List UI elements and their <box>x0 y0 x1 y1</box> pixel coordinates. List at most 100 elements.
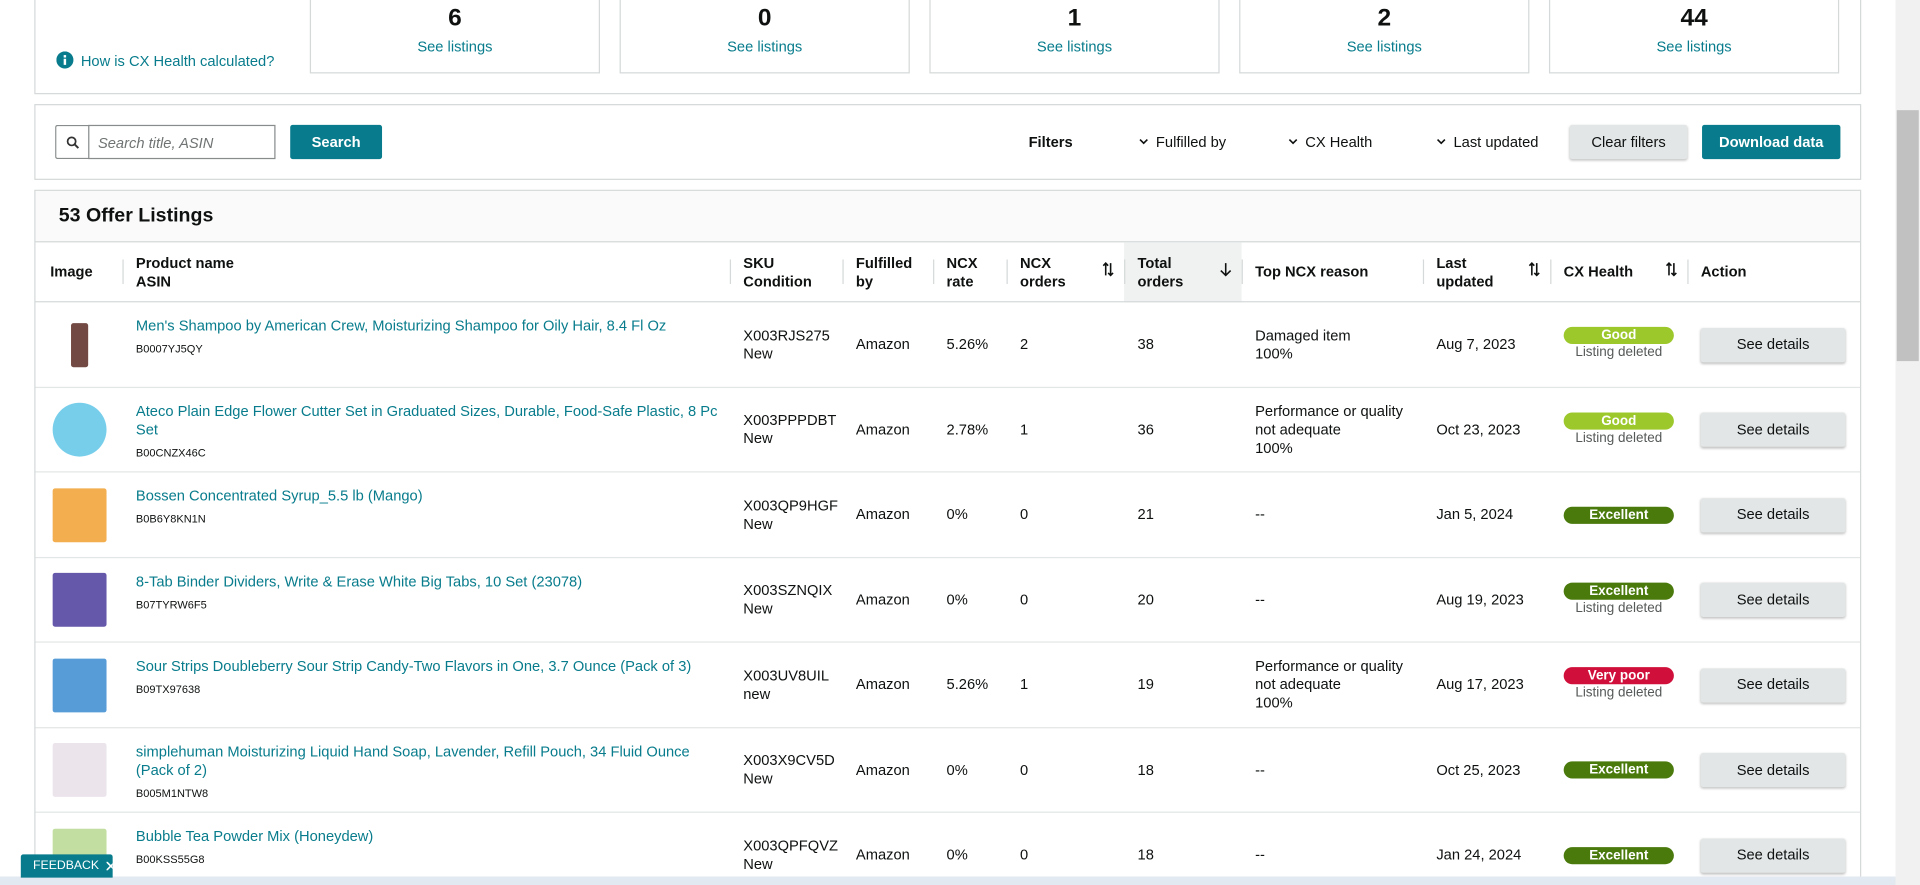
see-details-button[interactable]: See details <box>1700 753 1846 788</box>
card-link[interactable]: See listings <box>417 37 493 56</box>
scrollbar-thumb[interactable] <box>1896 110 1919 362</box>
total-orders: 20 <box>1137 590 1154 609</box>
product-thumbnail <box>52 743 107 798</box>
header-cell[interactable]: NCX orders <box>1007 242 1125 302</box>
product-cell: Ateco Plain Edge Flower Cutter Set in Gr… <box>122 387 729 472</box>
column-divider <box>1124 259 1126 284</box>
filter-dropdown[interactable]: Fulfilled by <box>1139 133 1226 151</box>
download-button[interactable]: Download data <box>1702 124 1841 160</box>
close-icon[interactable] <box>106 861 113 871</box>
listing-status: Listing deleted <box>1575 600 1663 616</box>
product-cell: Bubble Tea Powder Mix (Honeydew) B00KSS55… <box>122 813 729 885</box>
card-link[interactable]: See listings <box>1656 37 1732 56</box>
column-divider <box>933 259 935 284</box>
product-link[interactable]: 8-Tab Binder Dividers, Write & Erase Whi… <box>135 572 583 590</box>
sort-desc-icon <box>1220 263 1232 277</box>
filter-dropdown[interactable]: CX Health <box>1288 133 1372 151</box>
filter-dropdown[interactable]: Last updated <box>1436 133 1539 151</box>
ncx-rate: 0% <box>946 761 968 779</box>
summary-card: 1 See listings <box>929 0 1220 74</box>
see-details-button[interactable]: See details <box>1700 497 1846 533</box>
fulfilled-cell: Amazon <box>842 387 933 472</box>
header-cell: Top NCX reason <box>1242 242 1423 302</box>
ncx-rate-cell: 0% <box>933 813 1006 885</box>
see-details-button[interactable]: See details <box>1700 668 1846 703</box>
card-link[interactable]: See listings <box>1036 37 1113 56</box>
fulfilled-cell: Amazon <box>842 302 933 387</box>
asin: B09TX97638 <box>135 683 201 696</box>
summary-card: 2 See listings <box>1239 0 1530 74</box>
ncx-orders-cell: 0 <box>1007 473 1125 558</box>
ncx-rate: 5.26% <box>946 335 989 353</box>
product-cell: 8-Tab Binder Dividers, Write & Erase Whi… <box>122 558 729 643</box>
total-orders-cell: 38 <box>1124 302 1242 387</box>
total-orders-cell: 19 <box>1124 643 1242 728</box>
last-updated: Aug 7, 2023 <box>1436 335 1516 353</box>
action-cell: See details <box>1687 643 1858 728</box>
header-cell[interactable]: CX Health <box>1550 242 1687 302</box>
product-link[interactable]: Sour Strips Doubleberry Sour Strip Candy… <box>135 657 692 675</box>
asin: B00CNZX46C <box>135 446 206 459</box>
sku: X003UV8UIL <box>743 666 830 684</box>
header-cell[interactable]: Total orders <box>1124 242 1242 303</box>
product-thumbnail <box>71 322 89 367</box>
ncx-orders: 0 <box>1020 846 1029 864</box>
product-thumbnail <box>52 403 107 457</box>
asin: B0B6Y8KN1N <box>135 512 206 526</box>
clear-filters-button[interactable]: Clear filters <box>1569 124 1688 160</box>
ncx-orders-cell: 1 <box>1007 387 1125 472</box>
search-button[interactable]: Search <box>290 124 383 160</box>
condition: New <box>743 429 773 448</box>
ncx-orders-cell: 0 <box>1007 558 1125 643</box>
ncx-orders-cell: 0 <box>1007 813 1125 885</box>
card-link[interactable]: See listings <box>1346 37 1422 56</box>
last-updated: Oct 25, 2023 <box>1436 761 1521 779</box>
search-input[interactable]: Search title, ASIN <box>88 124 276 160</box>
product-link[interactable]: Bubble Tea Powder Mix (Honeydew) <box>135 827 374 845</box>
card-count: 44 <box>1680 4 1708 32</box>
header-label: SKU <box>743 254 775 272</box>
sku: X003RJS275 <box>743 326 830 344</box>
ncx-orders: 0 <box>1020 505 1029 523</box>
sku-cell: X003RJS275 New <box>730 302 843 387</box>
ncx-orders: 1 <box>1020 420 1029 438</box>
date-cell: Aug 19, 2023 <box>1423 558 1550 643</box>
search-icon <box>66 136 80 149</box>
header-label: Last updated <box>1436 254 1494 290</box>
help-link[interactable]: How is CX Health calculated? <box>80 52 275 70</box>
header-cell[interactable]: Last updated <box>1423 242 1550 302</box>
info-icon <box>56 51 74 69</box>
reason-line: Damaged item <box>1255 326 1351 344</box>
feedback-button[interactable]: FEEDBACK <box>20 854 113 878</box>
filter-label: Last updated <box>1453 133 1539 151</box>
reason-line: Performance or quality not adequate <box>1255 657 1403 694</box>
see-details-button[interactable]: See details <box>1700 327 1846 363</box>
see-details-button[interactable]: See details <box>1700 412 1846 448</box>
column-divider <box>1422 259 1425 284</box>
product-link[interactable]: Bossen Concentrated Syrup_5.5 lb (Mango) <box>135 487 423 505</box>
health-badge: Excellent <box>1563 761 1674 779</box>
listing-status: Listing deleted <box>1575 430 1663 446</box>
ncx-rate-cell: 2.78% <box>933 387 1006 472</box>
health-cell: Very poor Listing deleted <box>1550 643 1687 728</box>
header-cell: Product name ASIN <box>122 242 729 302</box>
header-label: Product name <box>135 254 234 272</box>
see-details-button[interactable]: See details <box>1700 838 1846 873</box>
health-badge: Excellent <box>1563 582 1674 600</box>
sku-cell: X003UV8UIL new <box>730 643 843 728</box>
card-count: 1 <box>1067 4 1082 32</box>
ncx-orders-cell: 2 <box>1007 302 1125 387</box>
ncx-rate-cell: 0% <box>933 558 1006 643</box>
product-link[interactable]: Men's Shampoo by American Crew, Moisturi… <box>135 317 667 335</box>
product-link[interactable]: simplehuman Moisturizing Liquid Hand Soa… <box>135 742 690 778</box>
last-updated: Aug 19, 2023 <box>1436 590 1524 609</box>
health-cell: Good Listing deleted <box>1550 302 1687 387</box>
sort-icon <box>1528 262 1540 277</box>
reason-line: -- <box>1255 846 1265 864</box>
card-link[interactable]: See listings <box>727 37 803 56</box>
product-link[interactable]: Ateco Plain Edge Flower Cutter Set in Gr… <box>135 402 718 438</box>
see-details-button[interactable]: See details <box>1700 582 1846 618</box>
fulfilled-cell: Amazon <box>842 813 933 885</box>
chevron-icon <box>1436 138 1446 145</box>
column-divider <box>1241 259 1243 284</box>
